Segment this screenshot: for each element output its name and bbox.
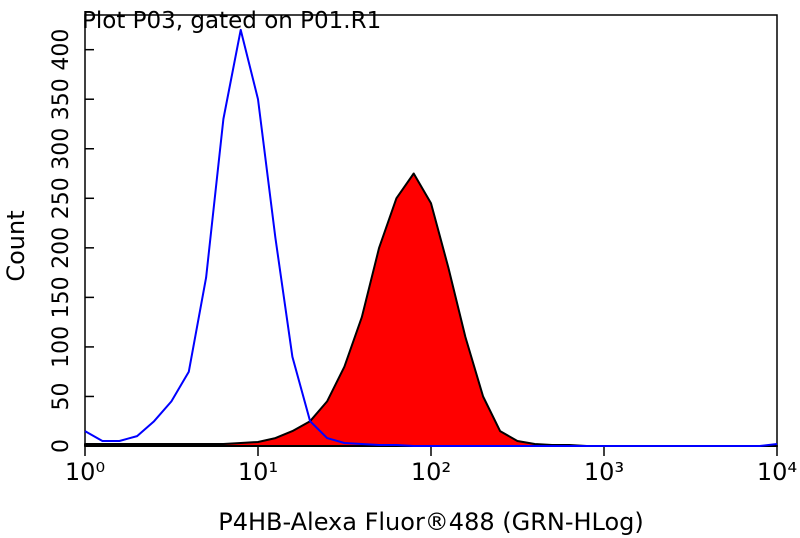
y-tick-label: 250 bbox=[49, 177, 74, 219]
histogram-line bbox=[84, 28, 778, 447]
y-tick-label: 350 bbox=[49, 78, 74, 120]
chart-title: Plot P03, gated on P01.R1 bbox=[82, 8, 381, 34]
y-tick-label: 200 bbox=[49, 227, 74, 269]
x-tick-label: 10³ bbox=[584, 458, 624, 486]
x-tick-label: 10⁴ bbox=[757, 458, 797, 486]
x-tick-label: 10¹ bbox=[238, 458, 278, 486]
y-axis-label: Count bbox=[2, 210, 30, 281]
y-tick-label: 150 bbox=[49, 276, 74, 318]
histogram-area bbox=[84, 172, 778, 447]
y-tick-label: 100 bbox=[49, 326, 74, 368]
y-tick-label: 0 bbox=[49, 439, 74, 453]
y-tick-label: 400 bbox=[49, 29, 74, 71]
x-axis-label: P4HB-Alexa Fluor®488 (GRN-HLog) bbox=[218, 508, 644, 536]
y-tick-label: 50 bbox=[49, 382, 74, 410]
x-tick-label: 10⁰ bbox=[65, 458, 105, 486]
y-tick-label: 300 bbox=[49, 128, 74, 170]
x-tick-label: 10² bbox=[411, 458, 451, 486]
